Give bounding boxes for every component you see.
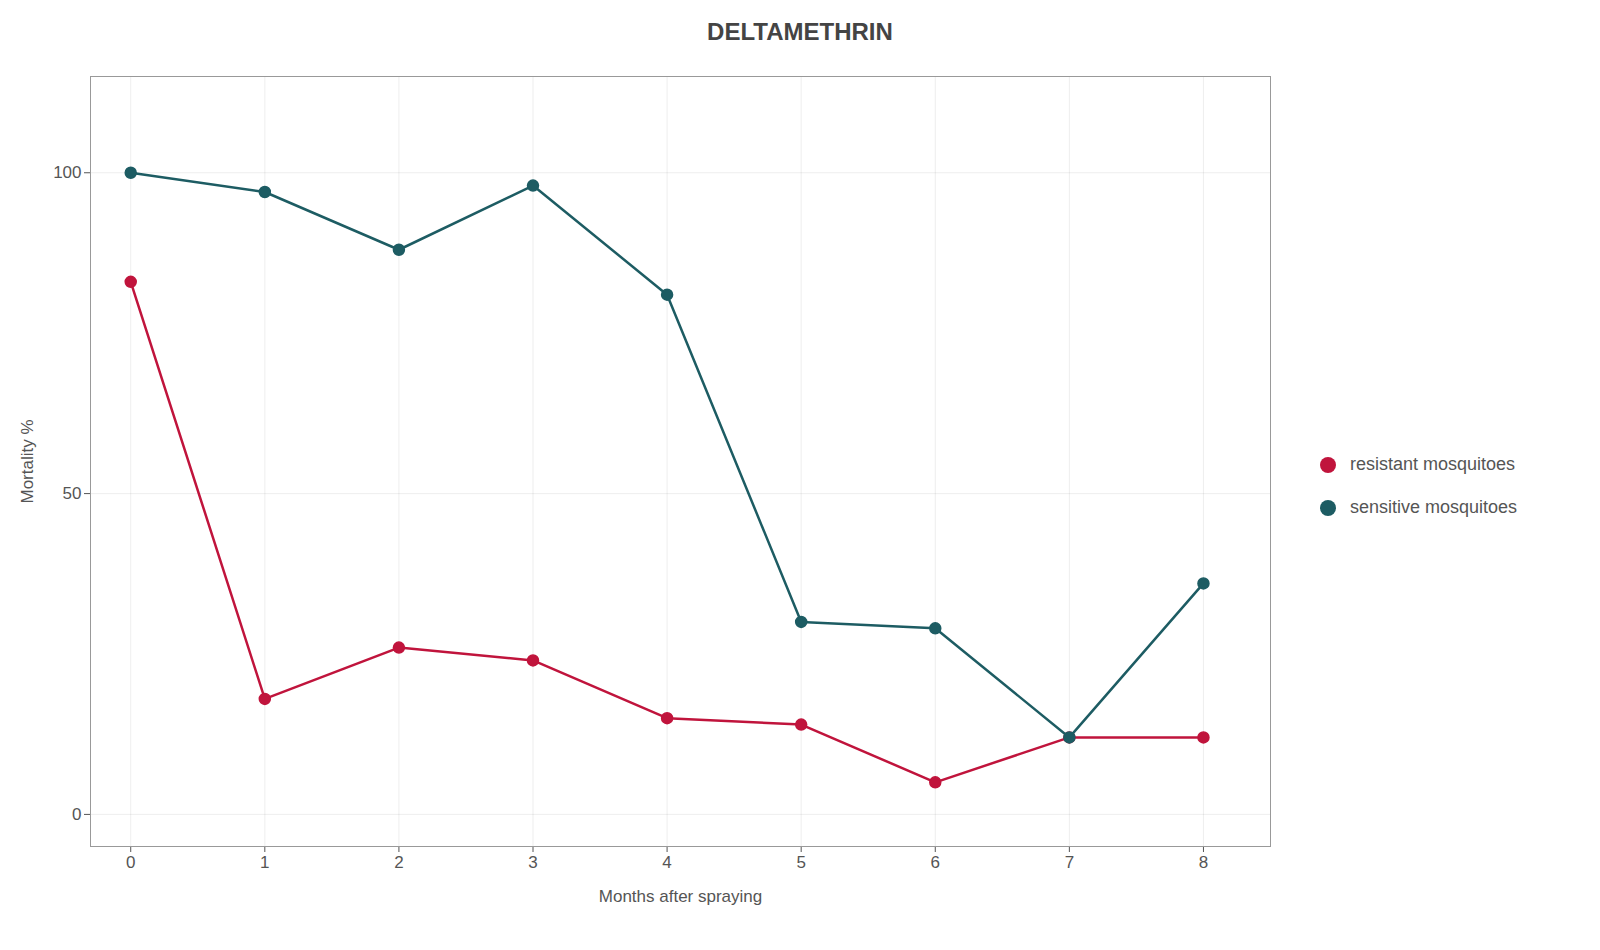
svg-text:0: 0 xyxy=(72,805,81,824)
html-text:sensitive mosquitoes: sensitive mosquitoes xyxy=(1350,497,1518,517)
svg-text:1: 1 xyxy=(260,853,269,872)
svg-text:0: 0 xyxy=(126,853,135,872)
svg-text:Months after spraying: Months after spraying xyxy=(599,887,762,906)
svg-text:6: 6 xyxy=(931,853,940,872)
svg-text:50: 50 xyxy=(63,484,82,503)
svg-text:2: 2 xyxy=(394,853,403,872)
html-text:resistant mosquitoes: resistant mosquitoes xyxy=(1350,454,1516,474)
svg-text:8: 8 xyxy=(1199,853,1208,872)
svg-text:Mortality %: Mortality % xyxy=(18,419,37,503)
svg-text:3: 3 xyxy=(528,853,537,872)
svg-text:100: 100 xyxy=(53,163,81,182)
svg-text:4: 4 xyxy=(662,853,671,872)
svg-text:7: 7 xyxy=(1065,853,1074,872)
svg-text:5: 5 xyxy=(796,853,805,872)
html-text:DELTAMETHRIN: DELTAMETHRIN xyxy=(707,18,893,45)
